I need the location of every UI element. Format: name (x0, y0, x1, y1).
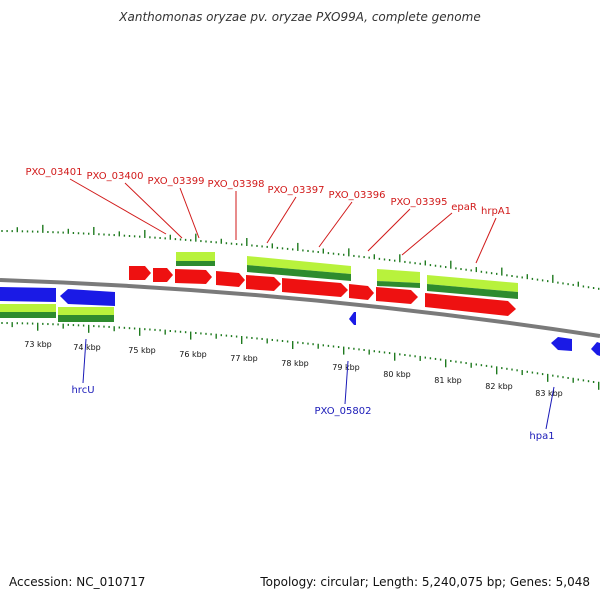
forward-gene-label[interactable]: PXO_03401 (26, 167, 83, 178)
scale-label: 73 kbp (24, 340, 52, 349)
reverse-callout-line (82, 338, 87, 384)
genome-stats-label: Topology: circular; Length: 5,240,075 bp… (260, 575, 590, 589)
forward-feature[interactable] (175, 269, 212, 284)
forward-callout-line (367, 208, 411, 252)
forward-gene-label[interactable]: PXO_03396 (329, 190, 386, 201)
scale-label: 76 kbp (179, 350, 207, 359)
scale-label: 79 kbp (332, 363, 360, 372)
reverse-callout-line (545, 386, 555, 430)
forward-gene-label[interactable]: epaR (451, 202, 477, 213)
cds-block[interactable] (176, 252, 215, 261)
forward-callout-line (69, 178, 167, 235)
cds-block[interactable] (176, 261, 215, 266)
reverse-feature-track (0, 287, 600, 356)
forward-callout-line (179, 187, 200, 239)
cds-track (0, 252, 518, 322)
scale-label: 78 kbp (281, 359, 309, 368)
scale-label: 77 kbp (230, 354, 258, 363)
cds-block[interactable] (247, 265, 351, 281)
scale-label: 80 kbp (383, 370, 411, 379)
forward-callout-line (401, 212, 453, 256)
forward-gene-label[interactable]: PXO_03398 (208, 179, 265, 190)
reverse-feature[interactable] (349, 312, 356, 325)
reverse-gene-callouts: hrcU PXO_05802 hpa1 (71, 338, 555, 442)
cds-block[interactable] (427, 284, 518, 299)
forward-feature[interactable] (425, 293, 516, 316)
forward-callout-line (318, 201, 353, 248)
forward-gene-label[interactable]: hrpA1 (481, 206, 511, 217)
cds-block[interactable] (0, 304, 56, 312)
forward-feature[interactable] (129, 266, 151, 280)
map-title: Xanthomonas oryzae pv. oryzae PXO99A, co… (119, 10, 481, 24)
genome-backbone (0, 278, 600, 338)
scale-label: 81 kbp (434, 376, 462, 385)
reverse-gene-label[interactable]: PXO_05802 (315, 406, 372, 417)
forward-gene-callouts: PXO_03401 PXO_03400 PXO_03399 PXO_03398PXO_… (26, 167, 511, 264)
cds-block[interactable] (427, 275, 518, 292)
reverse-callout-line (344, 360, 349, 405)
forward-feature[interactable] (282, 278, 348, 297)
cds-block[interactable] (58, 307, 114, 315)
forward-gene-label[interactable]: PXO_03397 (268, 185, 325, 196)
forward-feature[interactable] (153, 268, 173, 282)
reverse-gene-label[interactable]: hrcU (71, 385, 94, 396)
scale-label: 75 kbp (128, 346, 156, 355)
forward-callout-line (266, 196, 297, 244)
outer-tick-ring (1, 224, 600, 290)
reverse-feature[interactable] (551, 337, 572, 351)
forward-callout-line (475, 217, 497, 264)
inner-tick-ring (1, 322, 600, 390)
forward-feature-track (129, 266, 516, 316)
cds-block[interactable] (377, 269, 420, 283)
scale-label: 74 kbp (73, 343, 101, 352)
reverse-gene-label[interactable]: hpa1 (529, 431, 554, 442)
forward-gene-label[interactable]: PXO_03395 (391, 197, 448, 208)
scale-labels: 73 kbp 74 kbp 75 kbp 76 kbp 77 kbp 78 kbp 79 k… (24, 340, 563, 398)
cds-block[interactable] (377, 281, 420, 288)
forward-feature[interactable] (246, 275, 281, 291)
forward-gene-label[interactable]: PXO_03400 (87, 171, 144, 182)
scale-label: 83 kbp (535, 389, 563, 398)
forward-feature[interactable] (376, 287, 418, 304)
cds-block[interactable] (58, 315, 114, 322)
accession-label: Accession: NC_010717 (9, 575, 146, 589)
reverse-feature[interactable] (0, 287, 56, 302)
forward-gene-label[interactable]: PXO_03399 (148, 176, 205, 187)
scale-label: 82 kbp (485, 382, 513, 391)
cds-block[interactable] (247, 256, 351, 274)
reverse-feature[interactable] (591, 342, 600, 356)
forward-feature[interactable] (216, 271, 245, 287)
forward-callout-line (124, 182, 183, 239)
cds-block[interactable] (0, 312, 56, 318)
reverse-feature[interactable] (60, 289, 115, 306)
forward-feature[interactable] (349, 284, 374, 300)
